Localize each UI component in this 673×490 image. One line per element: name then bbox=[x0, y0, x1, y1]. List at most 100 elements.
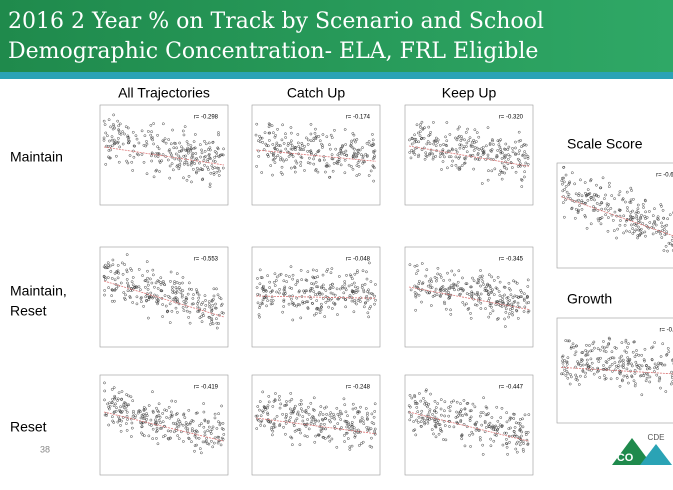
scatter-dot bbox=[335, 406, 339, 410]
scatter-dot bbox=[657, 229, 660, 233]
scatter-dot bbox=[131, 130, 135, 134]
scatter-dot bbox=[146, 283, 150, 287]
scatter-dot bbox=[255, 165, 259, 168]
scatter-dot bbox=[604, 193, 607, 197]
scatter-dot bbox=[419, 399, 423, 403]
scatter-dot bbox=[355, 138, 359, 141]
scatter-dot bbox=[365, 155, 369, 158]
scatter-dot bbox=[267, 420, 270, 424]
scatter-dot bbox=[480, 423, 484, 427]
scatter-dot bbox=[429, 130, 432, 134]
scatter-dot bbox=[410, 137, 414, 141]
scatter-dot bbox=[431, 413, 434, 416]
scatter-dot bbox=[454, 155, 458, 159]
scatter-dot bbox=[158, 161, 162, 164]
scatter-dot bbox=[282, 298, 286, 302]
scatter-dot bbox=[125, 429, 129, 432]
row-label: Reset bbox=[10, 419, 47, 435]
scatter-dot bbox=[171, 285, 174, 289]
scatter-dot bbox=[275, 275, 279, 279]
scatter-dot bbox=[479, 269, 482, 272]
scatter-dot bbox=[584, 215, 587, 219]
scatter-dot bbox=[306, 307, 310, 310]
scatter-dot bbox=[493, 167, 497, 171]
scatter-dot bbox=[321, 427, 325, 431]
scatter-dot bbox=[179, 291, 183, 295]
scatter-dot bbox=[469, 312, 472, 315]
scatter-thumbnail: r= -0.553 bbox=[99, 246, 229, 348]
scatter-dot bbox=[410, 142, 414, 146]
scatter-dot bbox=[610, 194, 614, 197]
scatter-dot bbox=[254, 133, 258, 137]
scatter-dot bbox=[408, 263, 412, 267]
scatter-dot bbox=[347, 421, 350, 425]
scatter-dot bbox=[203, 139, 206, 143]
scatter-dot bbox=[495, 317, 499, 321]
scatter-dot bbox=[625, 376, 629, 379]
scatter-dot bbox=[185, 149, 189, 152]
scatter-dot bbox=[271, 158, 275, 162]
scatter-dot bbox=[184, 424, 188, 427]
scatter-dot bbox=[360, 153, 363, 157]
r-value: r= -0.174 bbox=[346, 115, 371, 121]
scatter-dot bbox=[301, 301, 305, 305]
scatter-dot bbox=[331, 157, 335, 161]
scatter-dot bbox=[214, 306, 218, 310]
scatter-dot bbox=[215, 170, 219, 174]
scatter-dot bbox=[161, 315, 164, 318]
scatter-dot bbox=[338, 287, 342, 291]
scatter-dot bbox=[484, 413, 488, 417]
scatter-dot bbox=[634, 224, 638, 227]
scatter-dot bbox=[576, 211, 580, 215]
scatter-dot bbox=[203, 430, 207, 434]
scatter-dot bbox=[374, 283, 377, 286]
scatter-dot bbox=[599, 217, 602, 221]
scatter-dot bbox=[361, 156, 365, 160]
scatter-dot bbox=[215, 326, 219, 330]
scatter-dot bbox=[448, 286, 452, 290]
scatter-dot bbox=[462, 423, 466, 426]
scatter-dot bbox=[343, 158, 347, 162]
scatter-dot bbox=[435, 293, 439, 296]
scatter-dot bbox=[262, 289, 266, 293]
scatter-dot bbox=[182, 440, 185, 443]
scatter-dot bbox=[342, 397, 346, 401]
scatter-dot bbox=[355, 154, 359, 158]
scatter-dot bbox=[324, 164, 328, 168]
scatter-dot bbox=[269, 302, 273, 306]
scatter-dot bbox=[593, 206, 597, 210]
scatter-dot bbox=[570, 171, 574, 175]
scatter-dot bbox=[124, 293, 127, 297]
scatter-dot bbox=[212, 441, 216, 445]
scatter-dot bbox=[563, 215, 566, 219]
scatter-dot bbox=[445, 139, 449, 143]
scatter-dot bbox=[169, 270, 173, 274]
scatter-dot bbox=[640, 374, 643, 377]
scatter-dot bbox=[113, 288, 117, 292]
scatter-dot bbox=[500, 170, 503, 174]
scatter-dot bbox=[628, 230, 632, 234]
scatter-dot bbox=[159, 282, 163, 286]
scatter-dot bbox=[511, 296, 515, 299]
scatter-dot bbox=[434, 136, 438, 140]
scatter-dot bbox=[596, 347, 600, 351]
scatter-dot bbox=[186, 292, 190, 296]
r-value: r= -0.248 bbox=[346, 385, 371, 391]
scatter-dot bbox=[321, 273, 325, 277]
scatter-dot bbox=[168, 164, 172, 168]
scatter-dot bbox=[289, 126, 293, 129]
scatter-dot bbox=[110, 277, 114, 280]
scatter-dot bbox=[206, 159, 210, 163]
scatter-dot bbox=[440, 168, 443, 171]
scatter-dot bbox=[583, 181, 587, 184]
scatter-dot bbox=[174, 142, 177, 145]
scatter-dot bbox=[636, 207, 640, 211]
scatter-dot bbox=[165, 416, 168, 419]
scatter-dot bbox=[218, 169, 221, 173]
scatter-dot bbox=[313, 440, 317, 444]
scatter-dot bbox=[367, 288, 370, 292]
scatter-dot bbox=[262, 296, 266, 299]
scatter-dot bbox=[195, 157, 198, 160]
scatter-dot bbox=[211, 141, 215, 144]
